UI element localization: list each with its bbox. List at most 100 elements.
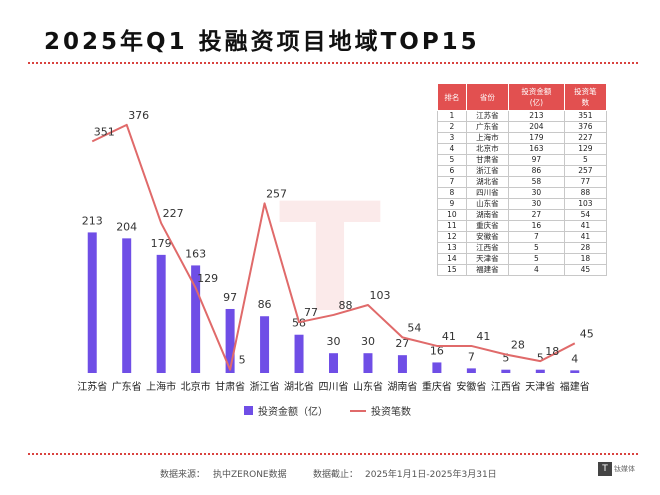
bar-value-label: 7 xyxy=(468,350,475,363)
line-value-label: 41 xyxy=(442,330,456,343)
table-cell: 15 xyxy=(437,264,467,276)
table-header-row: 排名 省份 投资金额 (亿) 投资笔数 xyxy=(437,83,608,111)
x-tick-label: 浙江省 xyxy=(250,380,280,393)
table-row: 1 江苏省 213 351 xyxy=(437,110,608,122)
table-cell: 41 xyxy=(563,231,608,243)
table-cell: 3 xyxy=(437,132,467,144)
ranking-table: 排名 省份 投资金额 (亿) 投资笔数 1 江苏省 213 351 2 广东省 204 376 3 上海市… xyxy=(437,83,608,276)
table-cell: 安徽省 xyxy=(465,231,510,243)
table-cell: 129 xyxy=(563,143,608,155)
table-cell: 浙江省 xyxy=(465,165,510,177)
legend-bar-swatch xyxy=(244,406,253,415)
bar-value-label: 204 xyxy=(116,220,137,233)
bar-value-label: 97 xyxy=(223,291,237,304)
x-tick-label: 湖北省 xyxy=(284,380,314,393)
line-value-label: 5 xyxy=(239,354,246,367)
date-label: 数据截止： xyxy=(313,470,359,480)
table-cell: 北京市 xyxy=(465,143,510,155)
x-tick-label: 福建省 xyxy=(560,380,590,393)
table-header-0: 排名 xyxy=(437,83,467,111)
x-tick-label: 江苏省 xyxy=(77,380,107,393)
bar-value-label: 163 xyxy=(185,247,206,260)
line-value-label: 77 xyxy=(304,306,318,319)
table-row: 14 天津省 5 18 xyxy=(437,253,608,265)
table-header-1: 省份 xyxy=(465,83,510,111)
table-cell: 江西省 xyxy=(465,242,510,254)
brand-logo-icon: T xyxy=(598,462,612,476)
table-cell: 5 xyxy=(563,154,608,166)
x-tick-label: 北京市 xyxy=(181,380,211,393)
table-cell: 10 xyxy=(437,209,467,221)
line-value-label: 45 xyxy=(580,327,594,340)
table-cell: 4 xyxy=(437,143,467,155)
bar-value-label: 16 xyxy=(430,344,444,357)
bar xyxy=(501,369,511,373)
bar xyxy=(432,362,442,373)
page-title: 2025年Q1 投融资项目地域TOP15 xyxy=(44,29,480,55)
table-cell: 97 xyxy=(508,154,565,166)
bar-value-label: 213 xyxy=(82,214,103,227)
table-cell: 103 xyxy=(563,198,608,210)
table-row: 5 甘肃省 97 5 xyxy=(437,154,608,166)
table-cell: 13 xyxy=(437,242,467,254)
bar-value-label: 5 xyxy=(537,352,544,365)
table-cell: 四川省 xyxy=(465,187,510,199)
table-cell: 54 xyxy=(563,209,608,221)
table-row: 2 广东省 204 376 xyxy=(437,121,608,133)
source-label: 数据来源： xyxy=(160,470,206,480)
x-tick-label: 重庆省 xyxy=(422,380,452,393)
line-value-label: 257 xyxy=(266,187,287,200)
line-series xyxy=(91,123,576,371)
table-row: 6 浙江省 86 257 xyxy=(437,165,608,177)
table-cell: 7 xyxy=(437,176,467,188)
table-cell: 351 xyxy=(563,110,608,122)
bar xyxy=(329,353,338,373)
line-value-label: 18 xyxy=(545,345,559,358)
table-cell: 18 xyxy=(563,253,608,265)
table-cell: 6 xyxy=(437,165,467,177)
table-cell: 9 xyxy=(437,198,467,210)
x-tick-label: 广东省 xyxy=(112,380,142,393)
bar-value-label: 30 xyxy=(361,335,375,348)
line-value-label: 41 xyxy=(476,330,490,343)
table-cell: 上海市 xyxy=(465,132,510,144)
bar xyxy=(87,232,97,373)
source-value: 执中ZERONE数据 xyxy=(213,470,287,480)
x-tick-label: 上海市 xyxy=(146,380,176,393)
x-tick-label: 安徽省 xyxy=(456,380,486,393)
bar xyxy=(156,254,166,373)
table-cell: 58 xyxy=(508,176,565,188)
table-cell: 88 xyxy=(563,187,608,199)
table-cell: 5 xyxy=(508,242,565,254)
table-cell: 163 xyxy=(508,143,565,155)
bar-value-label: 58 xyxy=(292,317,306,330)
x-tick-label: 四川省 xyxy=(319,380,349,393)
bar-value-label: 30 xyxy=(327,335,341,348)
chart-legend: 投资金额（亿） 投资笔数 xyxy=(244,403,411,418)
table-row: 9 山东省 30 103 xyxy=(437,198,608,210)
table-cell: 甘肃省 xyxy=(465,154,510,166)
table-cell: 12 xyxy=(437,231,467,243)
table-row: 3 上海市 179 227 xyxy=(437,132,608,144)
line-value-label: 351 xyxy=(94,125,115,138)
table-cell: 86 xyxy=(508,165,565,177)
bar xyxy=(466,368,476,373)
bar-value-label: 86 xyxy=(258,298,272,311)
legend-line-swatch xyxy=(350,409,366,412)
x-tick-label: 湖南省 xyxy=(387,380,417,393)
x-tick-label: 甘肃省 xyxy=(215,380,245,393)
x-tick-label: 江西省 xyxy=(491,380,521,393)
table-row: 13 江西省 5 28 xyxy=(437,242,608,254)
table-cell: 257 xyxy=(563,165,608,177)
bar xyxy=(225,308,235,373)
bar-value-label: 27 xyxy=(395,337,409,350)
table-cell: 2 xyxy=(437,121,467,133)
table-cell: 227 xyxy=(563,132,608,144)
brand-name: 钛媒体 xyxy=(614,465,635,473)
line-value-label: 227 xyxy=(163,207,184,220)
table-cell: 山东省 xyxy=(465,198,510,210)
table-cell: 376 xyxy=(563,121,608,133)
bar xyxy=(397,355,407,373)
table-cell: 27 xyxy=(508,209,565,221)
